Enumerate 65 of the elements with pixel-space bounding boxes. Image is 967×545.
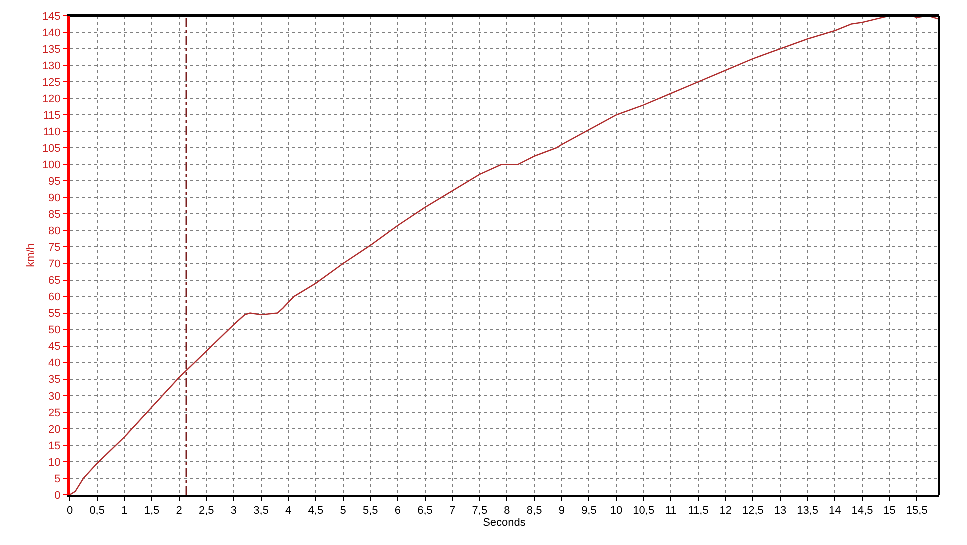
x-tick-label: 2 <box>176 505 182 518</box>
x-tick-label: 7,5 <box>472 505 488 518</box>
y-tick-label: 105 <box>42 142 61 155</box>
x-tick-label: 5 <box>340 505 346 518</box>
y-axis-title: km/h <box>25 244 38 268</box>
y-tick-label: 95 <box>48 176 61 188</box>
x-tick-label: 10,5 <box>633 505 655 518</box>
y-tick-label: 40 <box>48 358 61 370</box>
x-tick-label: 3,5 <box>254 505 269 518</box>
x-tick-label: 15 <box>884 505 896 518</box>
x-tick-label: 10 <box>610 505 623 518</box>
x-tick-label: 8,5 <box>526 505 542 518</box>
x-tick-label: 14 <box>829 505 842 518</box>
x-tick-label: 11 <box>665 505 677 518</box>
x-tick-label: 6,5 <box>418 505 433 518</box>
x-tick-label: 14,5 <box>852 505 874 518</box>
x-tick-label: 6 <box>394 505 401 518</box>
y-tick-label: 60 <box>48 292 61 304</box>
y-tick-label: 120 <box>42 93 61 106</box>
x-tick-label: 7 <box>450 505 456 518</box>
x-tick-label: 12 <box>720 505 732 518</box>
y-tick-label: 55 <box>48 308 61 320</box>
y-tick-label: 75 <box>48 242 61 254</box>
y-tick-label: 80 <box>48 226 61 238</box>
y-tick-label: 65 <box>48 275 61 288</box>
y-tick-label: 5 <box>54 473 61 486</box>
x-tick-label: 15,5 <box>906 505 928 518</box>
y-tick-label: 10 <box>48 456 61 469</box>
y-tick-label: 115 <box>43 110 61 122</box>
y-tick-label: 100 <box>42 160 61 172</box>
x-tick-label: 4 <box>286 505 292 518</box>
line-series <box>70 16 939 495</box>
y-tick-label: 110 <box>43 126 61 138</box>
y-tick-label: 20 <box>48 424 61 436</box>
x-tick-label: 0 <box>66 505 74 518</box>
y-tick-label: 45 <box>48 341 61 354</box>
x-tick-label: 4,5 <box>308 505 324 518</box>
y-tick-label: 15 <box>48 440 61 452</box>
y-tick-label: 50 <box>48 324 61 337</box>
y-tick-label: 130 <box>42 60 61 72</box>
x-tick-label: 5,5 <box>362 505 378 518</box>
x-tick-label: 9 <box>558 505 565 518</box>
y-tick-label: 70 <box>48 258 61 271</box>
y-tick-label: 0 <box>54 490 61 502</box>
x-tick-label: 8 <box>504 505 510 518</box>
x-tick-label: 13 <box>774 505 787 518</box>
x-tick-label: 12,5 <box>742 505 764 518</box>
x-tick-label: 1 <box>122 505 128 518</box>
y-tick-label: 145 <box>42 10 61 23</box>
y-tick-label: 85 <box>48 209 61 222</box>
x-tick-label: 0,5 <box>90 505 105 518</box>
y-tick-label: 90 <box>48 192 61 205</box>
x-tick-label: 3 <box>230 505 238 518</box>
y-tick-label: 35 <box>48 374 61 386</box>
x-tick-label: 1,5 <box>144 505 160 518</box>
x-axis-title: Seconds <box>483 517 526 530</box>
x-tick-label: 9,5 <box>582 505 597 518</box>
y-tick-label: 125 <box>42 76 61 89</box>
x-tick-label: 11,5 <box>688 505 709 518</box>
y-tick-label: 25 <box>48 407 61 420</box>
y-tick-label: 140 <box>42 27 61 40</box>
x-tick-label: 13,5 <box>797 505 819 518</box>
y-tick-label: 135 <box>42 44 61 56</box>
x-tick-label: 2,5 <box>198 505 214 518</box>
y-tick-label: 30 <box>48 390 61 403</box>
